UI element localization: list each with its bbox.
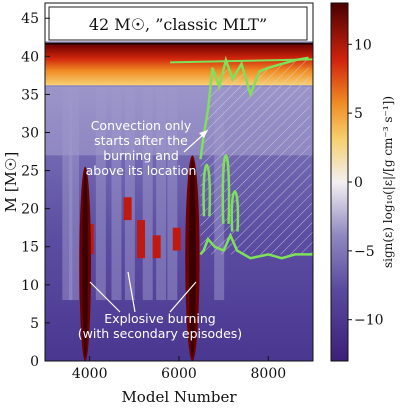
burning-event-core	[188, 159, 196, 357]
y-tick-label: 30	[21, 125, 39, 141]
heatmap-streak	[62, 86, 73, 301]
annotation-burning-arrow	[169, 281, 197, 313]
plot-area	[44, 2, 314, 362]
annotation-burning-line: (with secondary episodes)	[78, 326, 242, 341]
y-tick-label: 40	[21, 49, 39, 65]
y-tick-label: 5	[30, 316, 39, 332]
chart-title: 42 M☉, ”classic MLT”	[89, 15, 267, 34]
colorbar-gradient	[330, 2, 349, 362]
y-axis: 0 5 10 15 20 25 30 35 40 45	[21, 11, 50, 370]
heatmap-burning-patch	[137, 220, 146, 259]
y-tick-label: 10	[21, 278, 39, 294]
y-tick-label: 45	[21, 11, 39, 27]
x-axis: 4000 6000 8000	[72, 356, 286, 382]
burning-event-core	[82, 170, 89, 357]
annotation-convection-line: burning and	[103, 148, 179, 163]
convective-loop	[230, 190, 240, 232]
convective-loop	[221, 154, 231, 224]
annotation-convection-arrowhead	[199, 130, 208, 138]
colorbar-tick-label: 10	[354, 37, 372, 53]
convective-boundary-upper	[199, 55, 309, 160]
convective-top-line	[170, 58, 313, 64]
heatmap-streak	[124, 86, 135, 301]
x-axis-label: Model Number	[121, 388, 237, 406]
heatmap-streak	[111, 86, 122, 301]
y-axis-label: M [M☉]	[2, 152, 20, 213]
title-box: 42 M☉, ”classic MLT”	[48, 6, 308, 41]
colorbar-tick-label: −10	[354, 313, 384, 329]
annotation-convection-line: Convection only	[91, 118, 192, 133]
annotation-convection-line: above its location	[86, 163, 197, 178]
annotation-convection-arrow	[183, 132, 206, 153]
colorbar-label: sign(ε) log₁₀(|ε|/[g cm⁻³ s⁻¹])	[381, 96, 395, 268]
colorbar-tick-label: 5	[354, 106, 363, 122]
y-tick-label: 15	[21, 240, 39, 256]
x-tick-label: 6000	[161, 366, 197, 382]
annotation-convection-line: starts after the	[94, 133, 188, 148]
y-tick-label: 20	[21, 202, 39, 218]
colorbar: 10 5 0 −5 −10 sign(ε) log₁₀(|ε|/[g cm⁻³ s⁻¹]…	[330, 2, 395, 362]
colorbar-tick-label: −5	[354, 244, 375, 260]
heatmap-burning-patch	[152, 235, 161, 259]
heatmap-streak	[142, 86, 153, 301]
x-tick-label: 8000	[251, 366, 287, 382]
annotation-burning-arrow	[89, 281, 121, 313]
heatmap-burning-patch	[172, 227, 181, 251]
colorbar-ticks: 10 5 0 −5 −10	[348, 37, 384, 329]
y-tick-label: 0	[30, 354, 39, 370]
heatmap-surface-line	[45, 42, 313, 45]
heatmap-streak	[69, 86, 80, 301]
annotation-burning-arrow	[127, 271, 136, 313]
convective-loop	[202, 163, 212, 217]
colorbar-tick-label: 0	[354, 175, 363, 191]
annotation-burning-line: Explosive burning	[104, 311, 215, 326]
y-tick-label: 35	[21, 87, 39, 103]
y-tick-label: 25	[21, 164, 39, 180]
heatmap-streak	[167, 86, 178, 301]
x-tick-label: 4000	[72, 366, 108, 382]
heatmap	[45, 3, 313, 361]
heatmap-streak	[95, 86, 106, 301]
convective-boundary-lower	[199, 232, 313, 260]
heatmap-burning-patch	[123, 197, 132, 221]
convective-region	[200, 57, 313, 255]
heatmap-streak	[156, 86, 167, 301]
